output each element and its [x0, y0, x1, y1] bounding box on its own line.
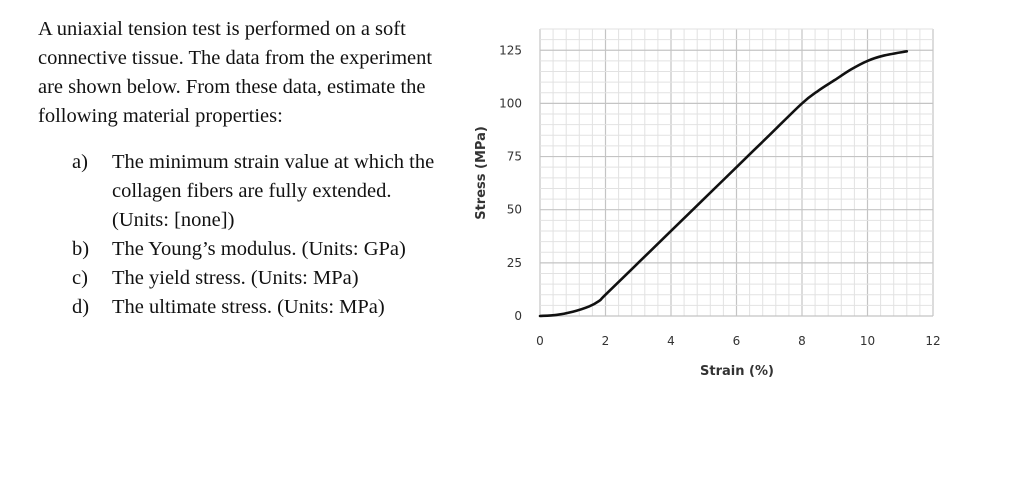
- item-label: d): [72, 296, 90, 318]
- question-text: A uniaxial tension test is performed on …: [38, 15, 448, 322]
- y-axis-label: Stress (MPa): [474, 126, 489, 220]
- question-item-b: b) The Young’s modulus. (Units: GPa): [38, 235, 448, 264]
- y-tick-label: 50: [507, 203, 522, 217]
- x-tick-label: 10: [860, 334, 875, 348]
- y-tick-label: 125: [499, 43, 522, 57]
- item-label: b): [72, 238, 90, 260]
- x-tick-label: 4: [667, 334, 675, 348]
- y-tick-label: 0: [514, 309, 522, 323]
- question-item-c: c) The yield stress. (Units: MPa): [38, 264, 448, 293]
- item-text: The Young’s modulus. (Units: GPa): [112, 238, 406, 260]
- y-tick-label: 25: [507, 256, 522, 270]
- question-item-d: d) The ultimate stress. (Units: MPa): [38, 293, 448, 322]
- x-axis-label: Strain (%): [700, 364, 774, 379]
- y-tick-label: 100: [499, 96, 522, 110]
- item-label: a): [72, 151, 88, 173]
- x-tick-label: 12: [925, 334, 940, 348]
- x-tick-label: 0: [536, 334, 544, 348]
- question-item-a: a) The minimum strain value at which the …: [38, 148, 448, 235]
- x-tick-label: 8: [798, 334, 806, 348]
- stress-strain-curve: [538, 50, 909, 318]
- item-text: The yield stress. (Units: MPa): [112, 267, 359, 289]
- x-tick-label: 2: [602, 334, 610, 348]
- item-text: The minimum strain value at which the co…: [112, 151, 435, 231]
- x-tick-label: 6: [733, 334, 741, 348]
- y-tick-label: 75: [507, 150, 522, 164]
- item-label: c): [72, 267, 88, 289]
- tick-labels: 0 2 4 6 8 10 12 0 25 50 75 100 125: [499, 43, 941, 348]
- question-items: a) The minimum strain value at which the …: [38, 148, 448, 322]
- item-text: The ultimate stress. (Units: MPa): [112, 296, 385, 318]
- question-intro: A uniaxial tension test is performed on …: [38, 18, 433, 127]
- grid: [539, 28, 934, 317]
